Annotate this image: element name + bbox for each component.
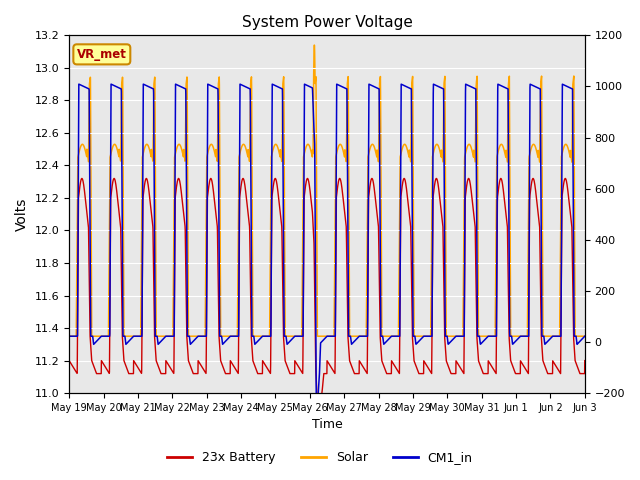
Text: VR_met: VR_met xyxy=(77,48,127,61)
Title: System Power Voltage: System Power Voltage xyxy=(241,15,412,30)
Legend: 23x Battery, Solar, CM1_in: 23x Battery, Solar, CM1_in xyxy=(163,446,477,469)
X-axis label: Time: Time xyxy=(312,419,342,432)
Y-axis label: Volts: Volts xyxy=(15,198,29,231)
